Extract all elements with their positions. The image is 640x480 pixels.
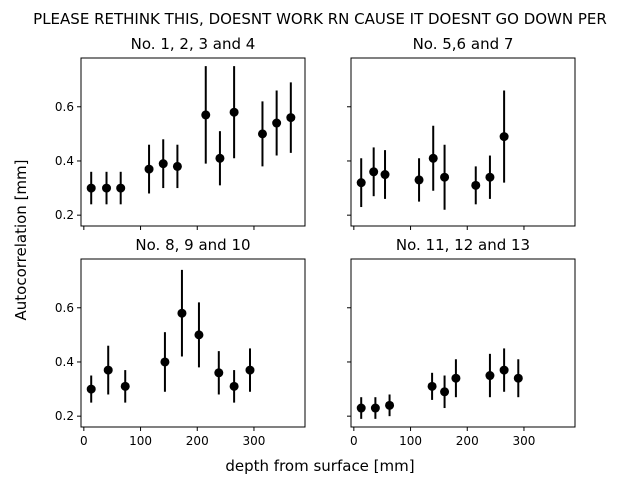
data-point: [370, 403, 380, 413]
y-tick-label: 0.2: [55, 208, 74, 222]
data-point: [229, 107, 239, 117]
data-point: [158, 159, 168, 169]
data-point: [86, 384, 96, 394]
data-point: [451, 373, 461, 383]
data-point: [214, 368, 224, 378]
data-point: [485, 172, 495, 182]
data-point: [194, 330, 204, 340]
figure-suptitle: PLEASE RETHINK THIS, DOESNT WORK RN CAUS…: [33, 10, 607, 28]
data-point: [499, 132, 509, 142]
data-point: [513, 373, 523, 383]
y-tick-label: 0.2: [55, 409, 74, 423]
data-point: [440, 387, 450, 397]
x-tick-label: 0: [80, 434, 88, 448]
data-point: [201, 110, 211, 120]
data-point: [86, 183, 96, 193]
x-tick-label: 200: [456, 434, 479, 448]
data-point: [440, 172, 450, 182]
axes-frame: [80, 258, 306, 428]
axes-frame: [80, 57, 306, 227]
subplot-4: No. 11, 12 and 13 0 100 200 300: [347, 236, 576, 448]
data-point: [215, 153, 225, 163]
subplot-title: No. 11, 12 and 13: [396, 236, 530, 254]
axes-frame: [350, 57, 576, 227]
y-tick-label: 0.6: [55, 301, 74, 315]
data-point: [385, 400, 395, 410]
data-point: [172, 161, 182, 171]
data-point: [257, 129, 267, 139]
x-tick-label: 100: [399, 434, 422, 448]
data-point: [414, 175, 424, 185]
subplot-title: No. 8, 9 and 10: [135, 236, 250, 254]
data-point: [485, 371, 495, 381]
data-point: [471, 180, 481, 190]
data-point: [160, 357, 170, 367]
data-point: [272, 118, 282, 128]
y-axis-label: Autocorrelation [mm]: [12, 159, 30, 320]
x-tick-label: 100: [129, 434, 152, 448]
data-point: [116, 183, 126, 193]
data-point: [356, 403, 366, 413]
subplot-title: No. 1, 2, 3 and 4: [131, 35, 256, 53]
y-tick-label: 0.6: [55, 100, 74, 114]
data-point: [499, 365, 509, 375]
data-point: [102, 183, 112, 193]
data-point: [177, 308, 187, 318]
data-point: [229, 381, 239, 391]
x-tick-label: 0: [350, 434, 358, 448]
data-point: [427, 381, 437, 391]
x-axis-label: depth from surface [mm]: [225, 457, 414, 475]
subplot-2: No. 5,6 and 7: [347, 35, 576, 230]
data-point: [380, 170, 390, 180]
subplot-1: No. 1, 2, 3 and 4 0.2 0.4 0.6: [55, 35, 306, 230]
data-point: [369, 167, 379, 177]
x-tick-label: 300: [243, 434, 266, 448]
data-point: [120, 381, 130, 391]
x-tick-label: 200: [186, 434, 209, 448]
data-point: [144, 164, 154, 174]
subplot-title: No. 5,6 and 7: [413, 35, 514, 53]
subplot-3: No. 8, 9 and 10 0.2 0.4 0.6 0 100 200 300: [55, 236, 306, 448]
y-tick-label: 0.4: [55, 154, 74, 168]
data-point: [286, 113, 296, 123]
x-tick-label: 300: [513, 434, 536, 448]
axes-frame: [350, 258, 576, 428]
subplot-grid: No. 1, 2, 3 and 4 0.2 0.4 0.6 No. 5,6 and 7 N…: [55, 35, 576, 448]
data-point: [428, 153, 438, 163]
data-point: [103, 365, 113, 375]
data-point: [356, 178, 366, 188]
y-tick-label: 0.4: [55, 355, 74, 369]
data-point: [245, 365, 255, 375]
